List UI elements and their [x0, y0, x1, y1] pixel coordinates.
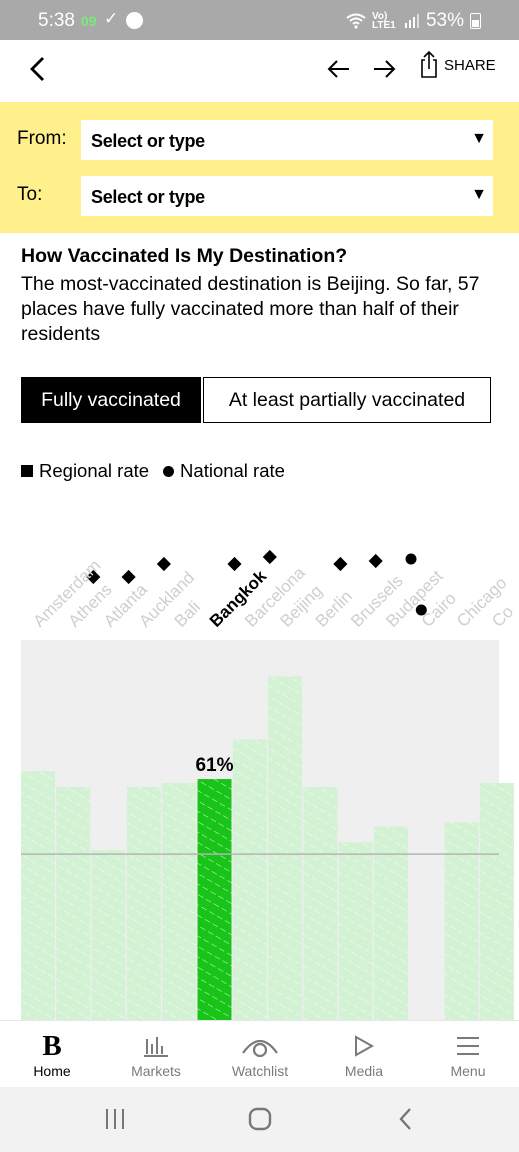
- regional-marker: [333, 556, 348, 572]
- nav-watchlist[interactable]: Watchlist: [208, 1029, 312, 1079]
- home-b-icon: B: [42, 1029, 62, 1062]
- arrow-right-icon[interactable]: [371, 56, 397, 82]
- bar-texture: [232, 739, 267, 1020]
- bar-texture: [91, 850, 126, 1020]
- regional-square-icon: [21, 465, 33, 477]
- bar-texture: [126, 786, 161, 1020]
- system-navigation-bar: [0, 1087, 519, 1152]
- page-subtitle: The most-vaccinated destination is Beiji…: [21, 273, 480, 345]
- to-select[interactable]: Select or type ▼: [81, 176, 493, 216]
- bar-texture: [444, 822, 479, 1020]
- system-back-icon[interactable]: [396, 1107, 416, 1131]
- bar-texture: [338, 842, 373, 1020]
- from-select[interactable]: Select or type ▼: [81, 120, 493, 160]
- nav-home[interactable]: B Home: [0, 1029, 104, 1080]
- bar-texture: [479, 783, 514, 1020]
- battery-icon: [470, 13, 481, 29]
- status-badge: 09: [81, 13, 97, 29]
- dropdown-caret-icon: ▼: [471, 130, 487, 147]
- status-right: Vo) LTE1 53%: [346, 10, 481, 32]
- share-button[interactable]: SHARE: [420, 50, 496, 78]
- to-row: To: Select or type ▼: [0, 176, 519, 216]
- markets-icon: [144, 1037, 168, 1057]
- regional-marker: [86, 569, 101, 585]
- status-bar: 5:38 09 ✓ Vo) LTE1 53%: [0, 0, 519, 40]
- download-done-icon: ✓: [104, 9, 119, 28]
- national-marker: [405, 553, 417, 565]
- regional-marker: [121, 569, 136, 585]
- tab-fully-vaccinated[interactable]: Fully vaccinated: [21, 377, 201, 423]
- back-icon[interactable]: [24, 54, 54, 84]
- top-toolbar: SHARE: [0, 40, 519, 102]
- to-select-value: Select or type: [91, 187, 205, 207]
- regional-marker: [262, 549, 277, 565]
- share-label: SHARE: [444, 57, 496, 74]
- status-time: 5:38: [38, 10, 75, 31]
- to-label: To:: [17, 184, 43, 205]
- play-icon: [355, 1035, 375, 1057]
- nav-markets[interactable]: Markets: [104, 1029, 208, 1079]
- signal-icon: [404, 14, 419, 28]
- nav-media[interactable]: Media: [312, 1029, 416, 1079]
- national-marker: [415, 604, 427, 616]
- notification-dot-icon: [126, 12, 143, 29]
- nav-watchlist-label: Watchlist: [231, 1063, 289, 1079]
- chart-legend: Regional rate National rate: [21, 460, 285, 482]
- share-icon: [421, 50, 437, 78]
- regional-marker: [156, 556, 171, 572]
- category-label-co: Co: [488, 602, 517, 631]
- menu-icon: [457, 1037, 479, 1055]
- from-row: From: Select or type ▼: [0, 120, 519, 160]
- route-selector-panel: From: Select or type ▼ To: Select or typ…: [0, 102, 519, 233]
- nav-markets-label: Markets: [131, 1063, 181, 1079]
- nav-menu-label: Menu: [450, 1063, 486, 1079]
- nav-menu[interactable]: Menu: [416, 1029, 519, 1079]
- bar-texture: [268, 676, 303, 1020]
- wifi-icon: [346, 13, 366, 29]
- nav-home-label: Home: [33, 1063, 71, 1079]
- home-circle-icon[interactable]: [248, 1107, 272, 1131]
- network-label: Vo) LTE1: [371, 11, 396, 31]
- nav-media-label: Media: [344, 1063, 384, 1079]
- bar-texture: [21, 771, 55, 1020]
- bottom-navigation: B Home Markets Watchlist Media Menu: [0, 1020, 519, 1088]
- bar-texture: [56, 786, 91, 1020]
- legend-regional: Regional rate: [39, 460, 150, 481]
- bar-texture: [374, 826, 408, 1020]
- regional-marker: [227, 556, 242, 572]
- national-circle-icon: [163, 465, 175, 477]
- battery-percent: 53%: [425, 10, 464, 31]
- bar-texture: [303, 786, 338, 1020]
- dropdown-caret-icon: ▼: [471, 186, 487, 203]
- highlight-value-label: 61%: [195, 755, 233, 776]
- from-select-value: Select or type: [91, 131, 205, 151]
- eye-icon: [242, 1039, 278, 1057]
- page-title: How Vaccinated Is My Destination?: [21, 245, 348, 267]
- bar-texture: [197, 779, 232, 1020]
- vaccination-chart: Amsterdam Athens Atlanta Auckland Bali Bangko…: [0, 500, 519, 1020]
- bar-texture: [162, 783, 197, 1020]
- from-label: From:: [17, 128, 67, 149]
- legend-national: National rate: [180, 460, 285, 481]
- arrow-left-icon[interactable]: [326, 56, 352, 82]
- recent-apps-icon[interactable]: [104, 1108, 126, 1130]
- tab-partially-vaccinated[interactable]: At least partially vaccinated: [203, 377, 491, 423]
- regional-marker: [368, 553, 383, 569]
